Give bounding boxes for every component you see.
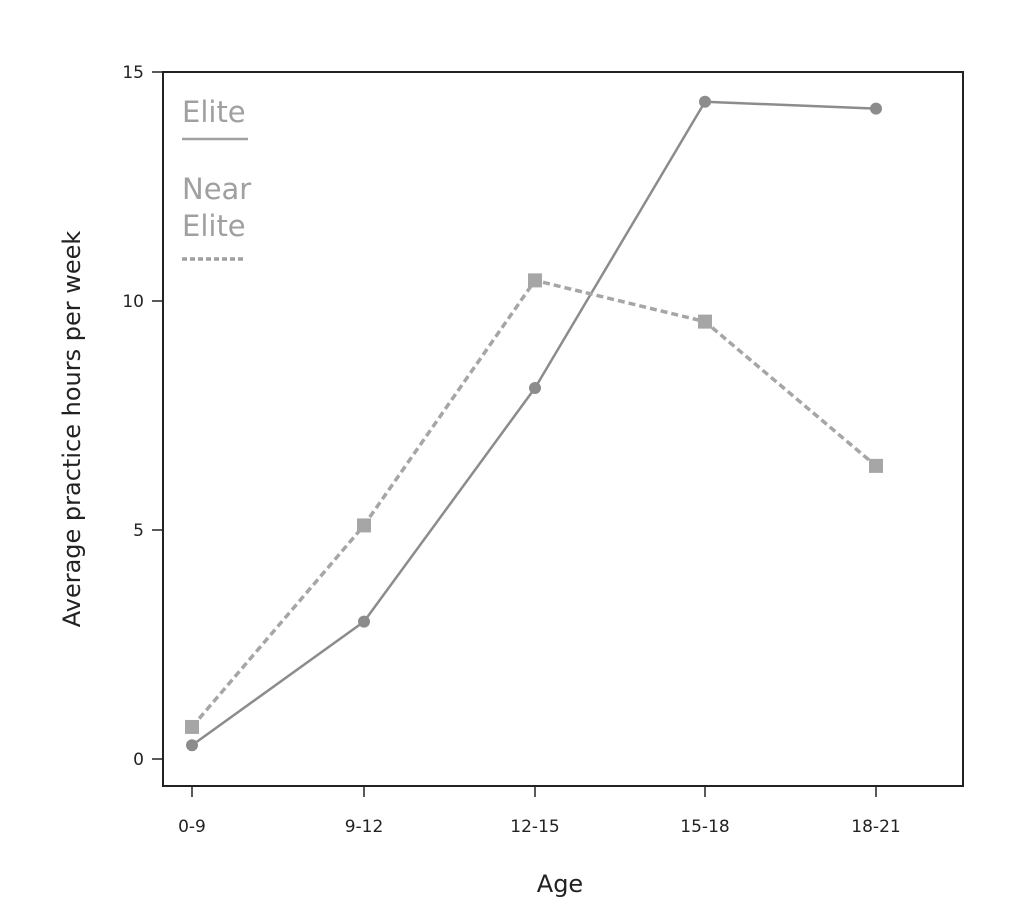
series-line-elite bbox=[191, 100, 877, 747]
plot-frame bbox=[162, 71, 964, 787]
data-point-elite bbox=[870, 102, 882, 115]
data-point-near-elite bbox=[869, 458, 883, 473]
data-point-near-elite bbox=[698, 314, 712, 329]
y-tick-label: 10 bbox=[122, 292, 144, 312]
x-tick-label: 0-9 bbox=[178, 817, 206, 837]
series-line-near-elite bbox=[190, 278, 878, 729]
y-tick-label: 0 bbox=[133, 750, 144, 770]
y-axis: 0 5 10 15 bbox=[122, 63, 163, 770]
x-tick-label: 15-18 bbox=[680, 817, 729, 837]
data-point-elite bbox=[529, 382, 541, 395]
data-point-elite bbox=[699, 95, 711, 108]
x-tick-label: 12-15 bbox=[510, 817, 559, 837]
legend-label-near-elite: Near Elite bbox=[182, 172, 251, 243]
data-point-elite bbox=[358, 615, 370, 628]
y-tick-label: 5 bbox=[133, 521, 144, 541]
y-axis-title: Average practice hours per week bbox=[58, 231, 86, 628]
data-point-near-elite bbox=[528, 273, 542, 288]
data-point-near-elite bbox=[357, 518, 371, 533]
series-layer bbox=[185, 95, 883, 752]
legend: Elite Near Elite bbox=[182, 95, 251, 261]
x-axis-title: Age bbox=[537, 870, 583, 898]
x-tick-label: 18-21 bbox=[851, 817, 900, 837]
x-tick-label: 9-12 bbox=[345, 817, 384, 837]
y-tick-label: 15 bbox=[122, 63, 144, 83]
legend-label-elite: Elite bbox=[182, 95, 246, 129]
data-point-near-elite bbox=[185, 719, 199, 734]
x-axis: 0-9 9-12 12-15 15-18 18-21 bbox=[178, 786, 901, 837]
data-point-elite bbox=[186, 739, 198, 752]
